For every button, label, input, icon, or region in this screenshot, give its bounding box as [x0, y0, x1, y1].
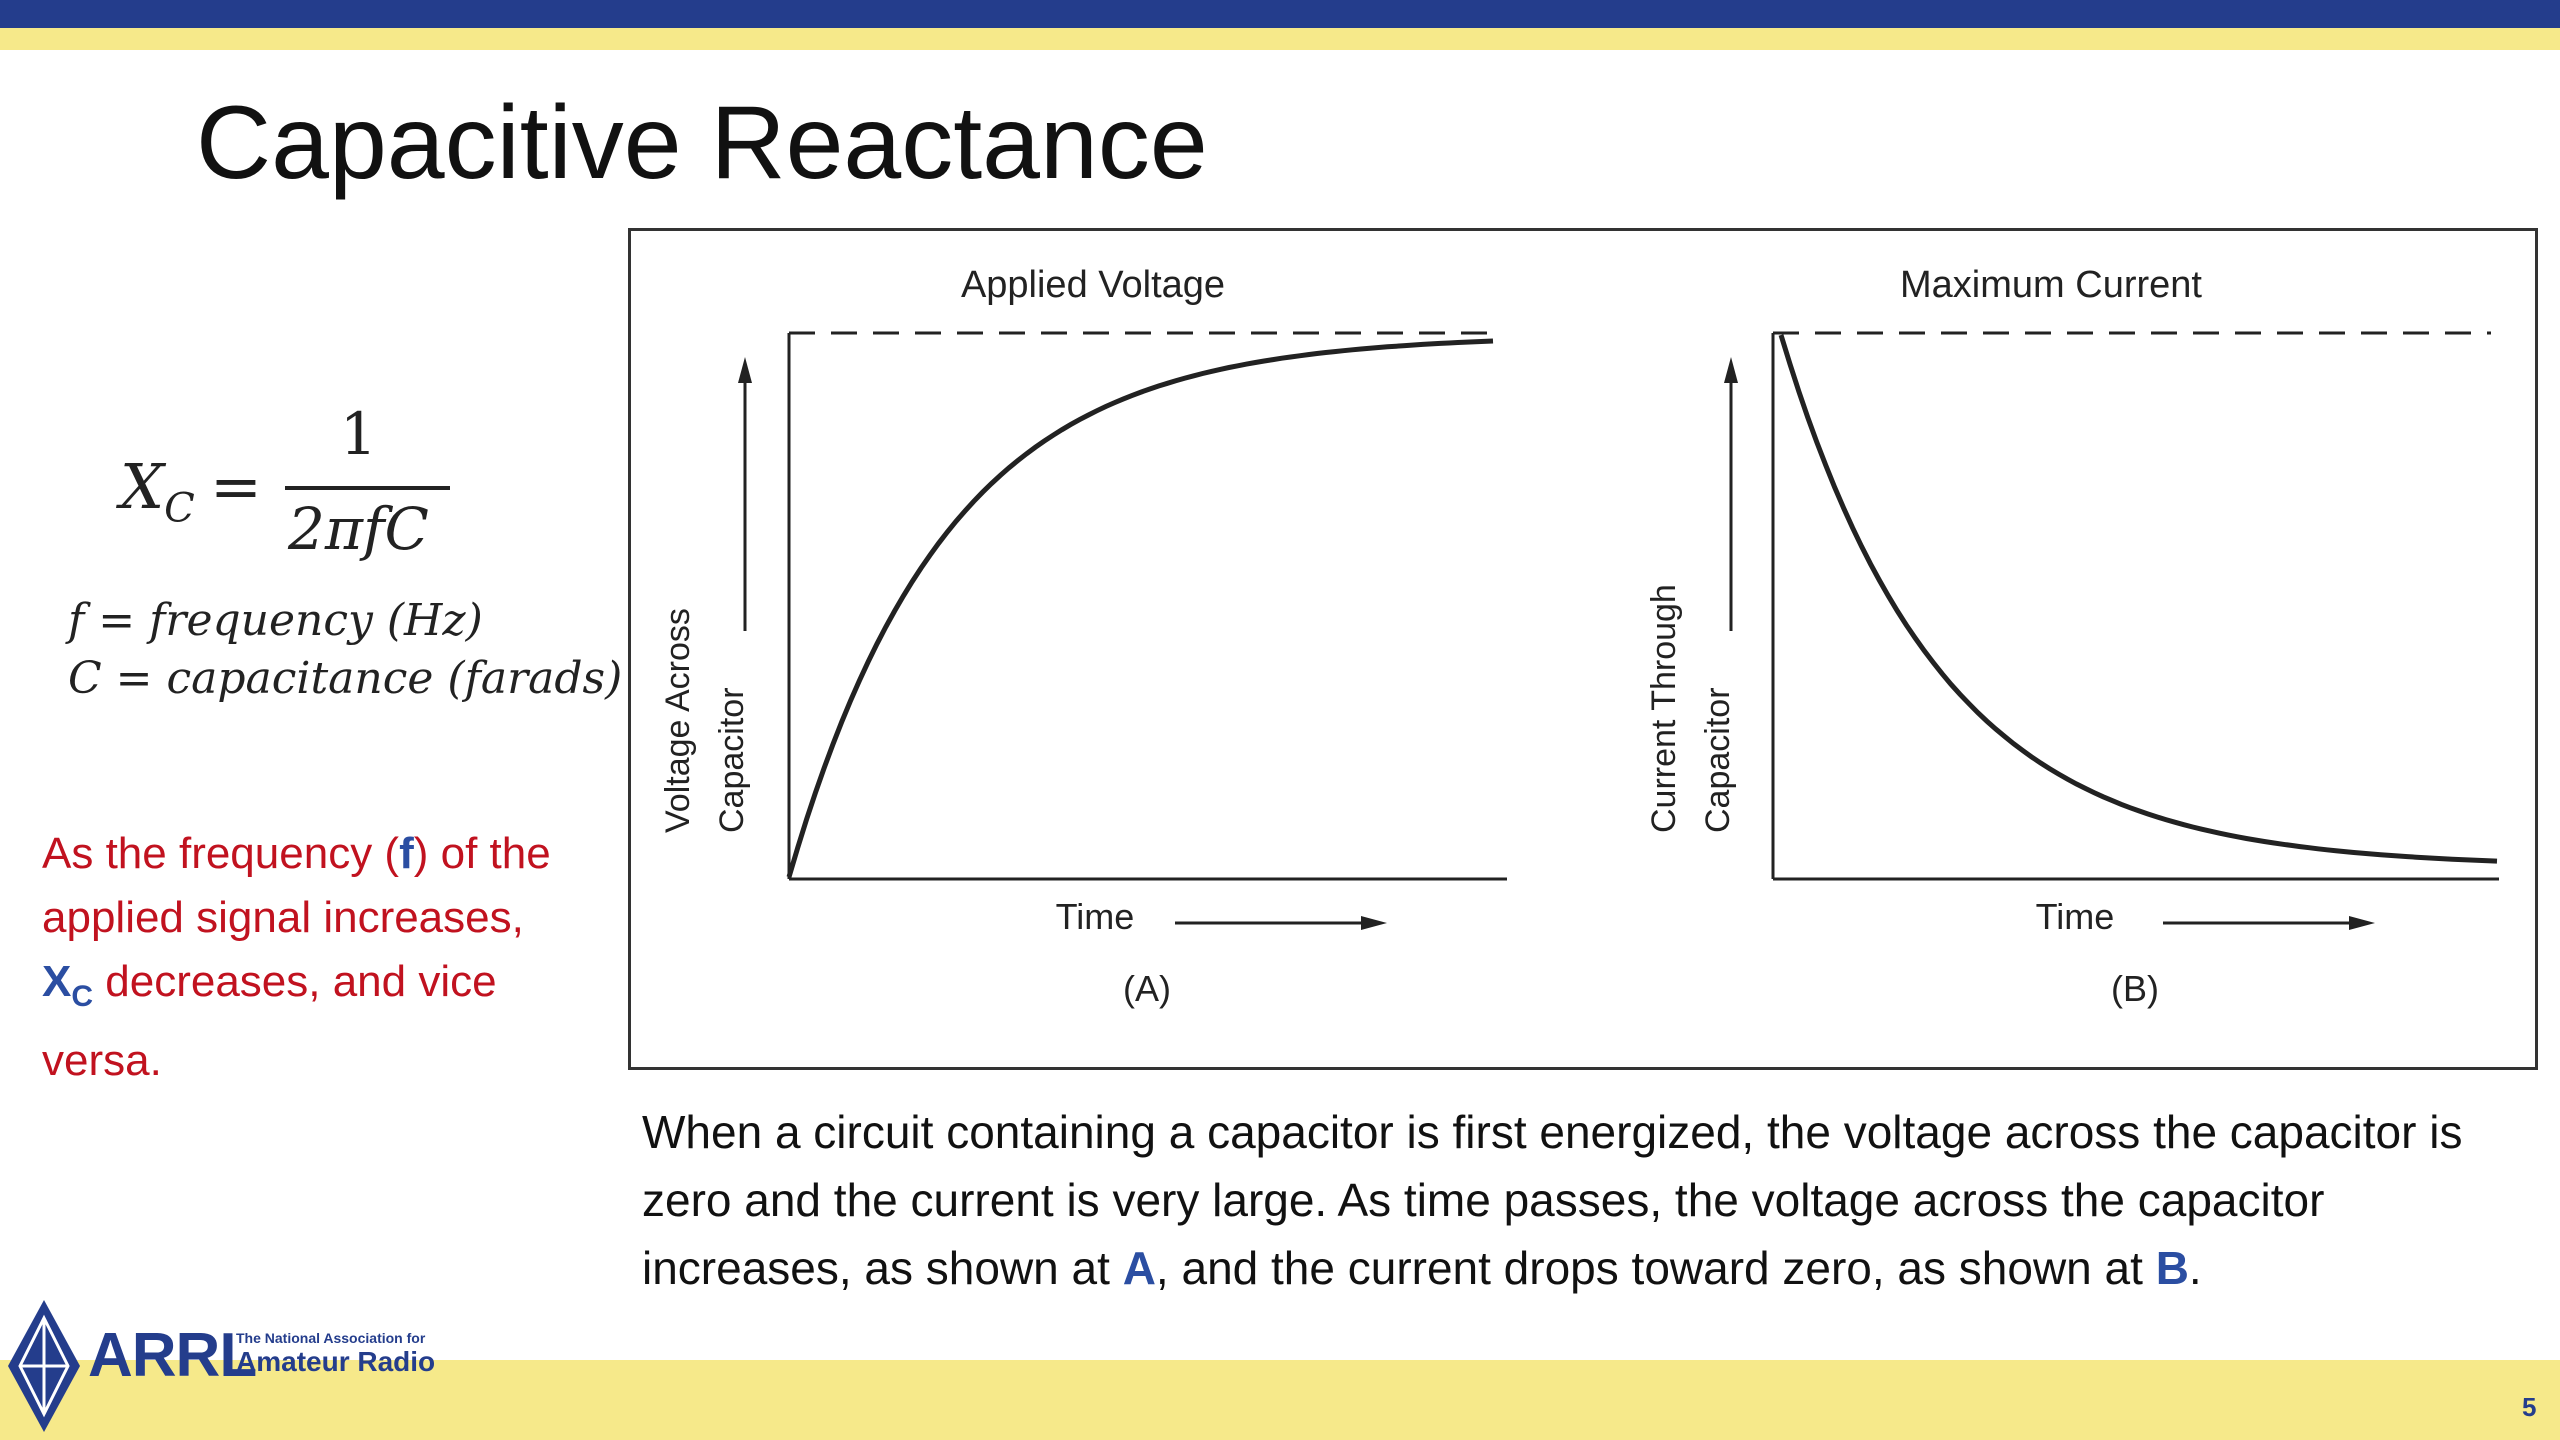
frequency-note: As the frequency (f) of the applied sign…: [42, 829, 551, 1085]
page-number: 5: [2522, 1392, 2537, 1422]
panel-b-title: Maximum Current: [1900, 264, 2202, 306]
formula-equals: =: [210, 450, 262, 523]
arrl-tagline-large: Amateur Radio: [236, 1346, 436, 1377]
panel-b-xlabel: Time: [2036, 896, 2115, 937]
arrl-diamond-icon: [8, 1300, 80, 1432]
charging-graphs: Applied Voltage Voltage Across Capacitor…: [659, 264, 2499, 1009]
variable-definitions: f = frequency (Hz) C = capacitance (fara…: [68, 592, 622, 708]
definition-f: f = frequency (Hz): [68, 595, 483, 646]
current-curve: [1778, 334, 2498, 864]
header-band: [0, 0, 2560, 28]
reactance-formula: XC = 1 2πfC: [110, 400, 470, 580]
panel-a-y-arrowhead: [738, 357, 752, 383]
panel-b-tag: (B): [2111, 968, 2159, 1009]
panel-a-title: Applied Voltage: [961, 264, 1225, 306]
header-stripe: [0, 28, 2560, 50]
fraction-bar: [285, 486, 450, 490]
panel-b-ylabel-1: Current Through: [1645, 584, 1683, 833]
panel-a-tag: (A): [1123, 968, 1171, 1009]
panel-a-x-arrowhead: [1361, 916, 1387, 930]
arrl-tagline-small: The National Association for: [236, 1330, 426, 1346]
charging-figure: Applied Voltage Voltage Across Capacitor…: [628, 228, 2538, 1070]
footer-band: [0, 1360, 2560, 1440]
panel-a-ylabel-2: Capacitor: [713, 687, 751, 833]
panel-b-x-arrowhead: [2349, 916, 2375, 930]
figure-caption: When a circuit containing a capacitor is…: [642, 1106, 2463, 1294]
formula-lhs: XC: [120, 450, 195, 532]
panel-b-ylabel-2: Capacitor: [1699, 687, 1737, 833]
arrl-logo: ARRL The National Association for Amateu…: [4, 1296, 454, 1436]
panel-b-y-arrowhead: [1724, 357, 1738, 383]
arrl-wordmark: ARRL: [88, 1321, 257, 1390]
formula-numerator: 1: [340, 400, 377, 468]
voltage-curve: [786, 338, 1494, 878]
panel-a-ylabel-1: Voltage Across: [659, 608, 697, 833]
panel-a-xlabel: Time: [1056, 896, 1135, 937]
slide-title: Capacitive Reactance: [196, 85, 1208, 201]
definition-c: C = capacitance (farads): [68, 653, 623, 704]
formula-denominator: 2πfC: [288, 495, 429, 563]
